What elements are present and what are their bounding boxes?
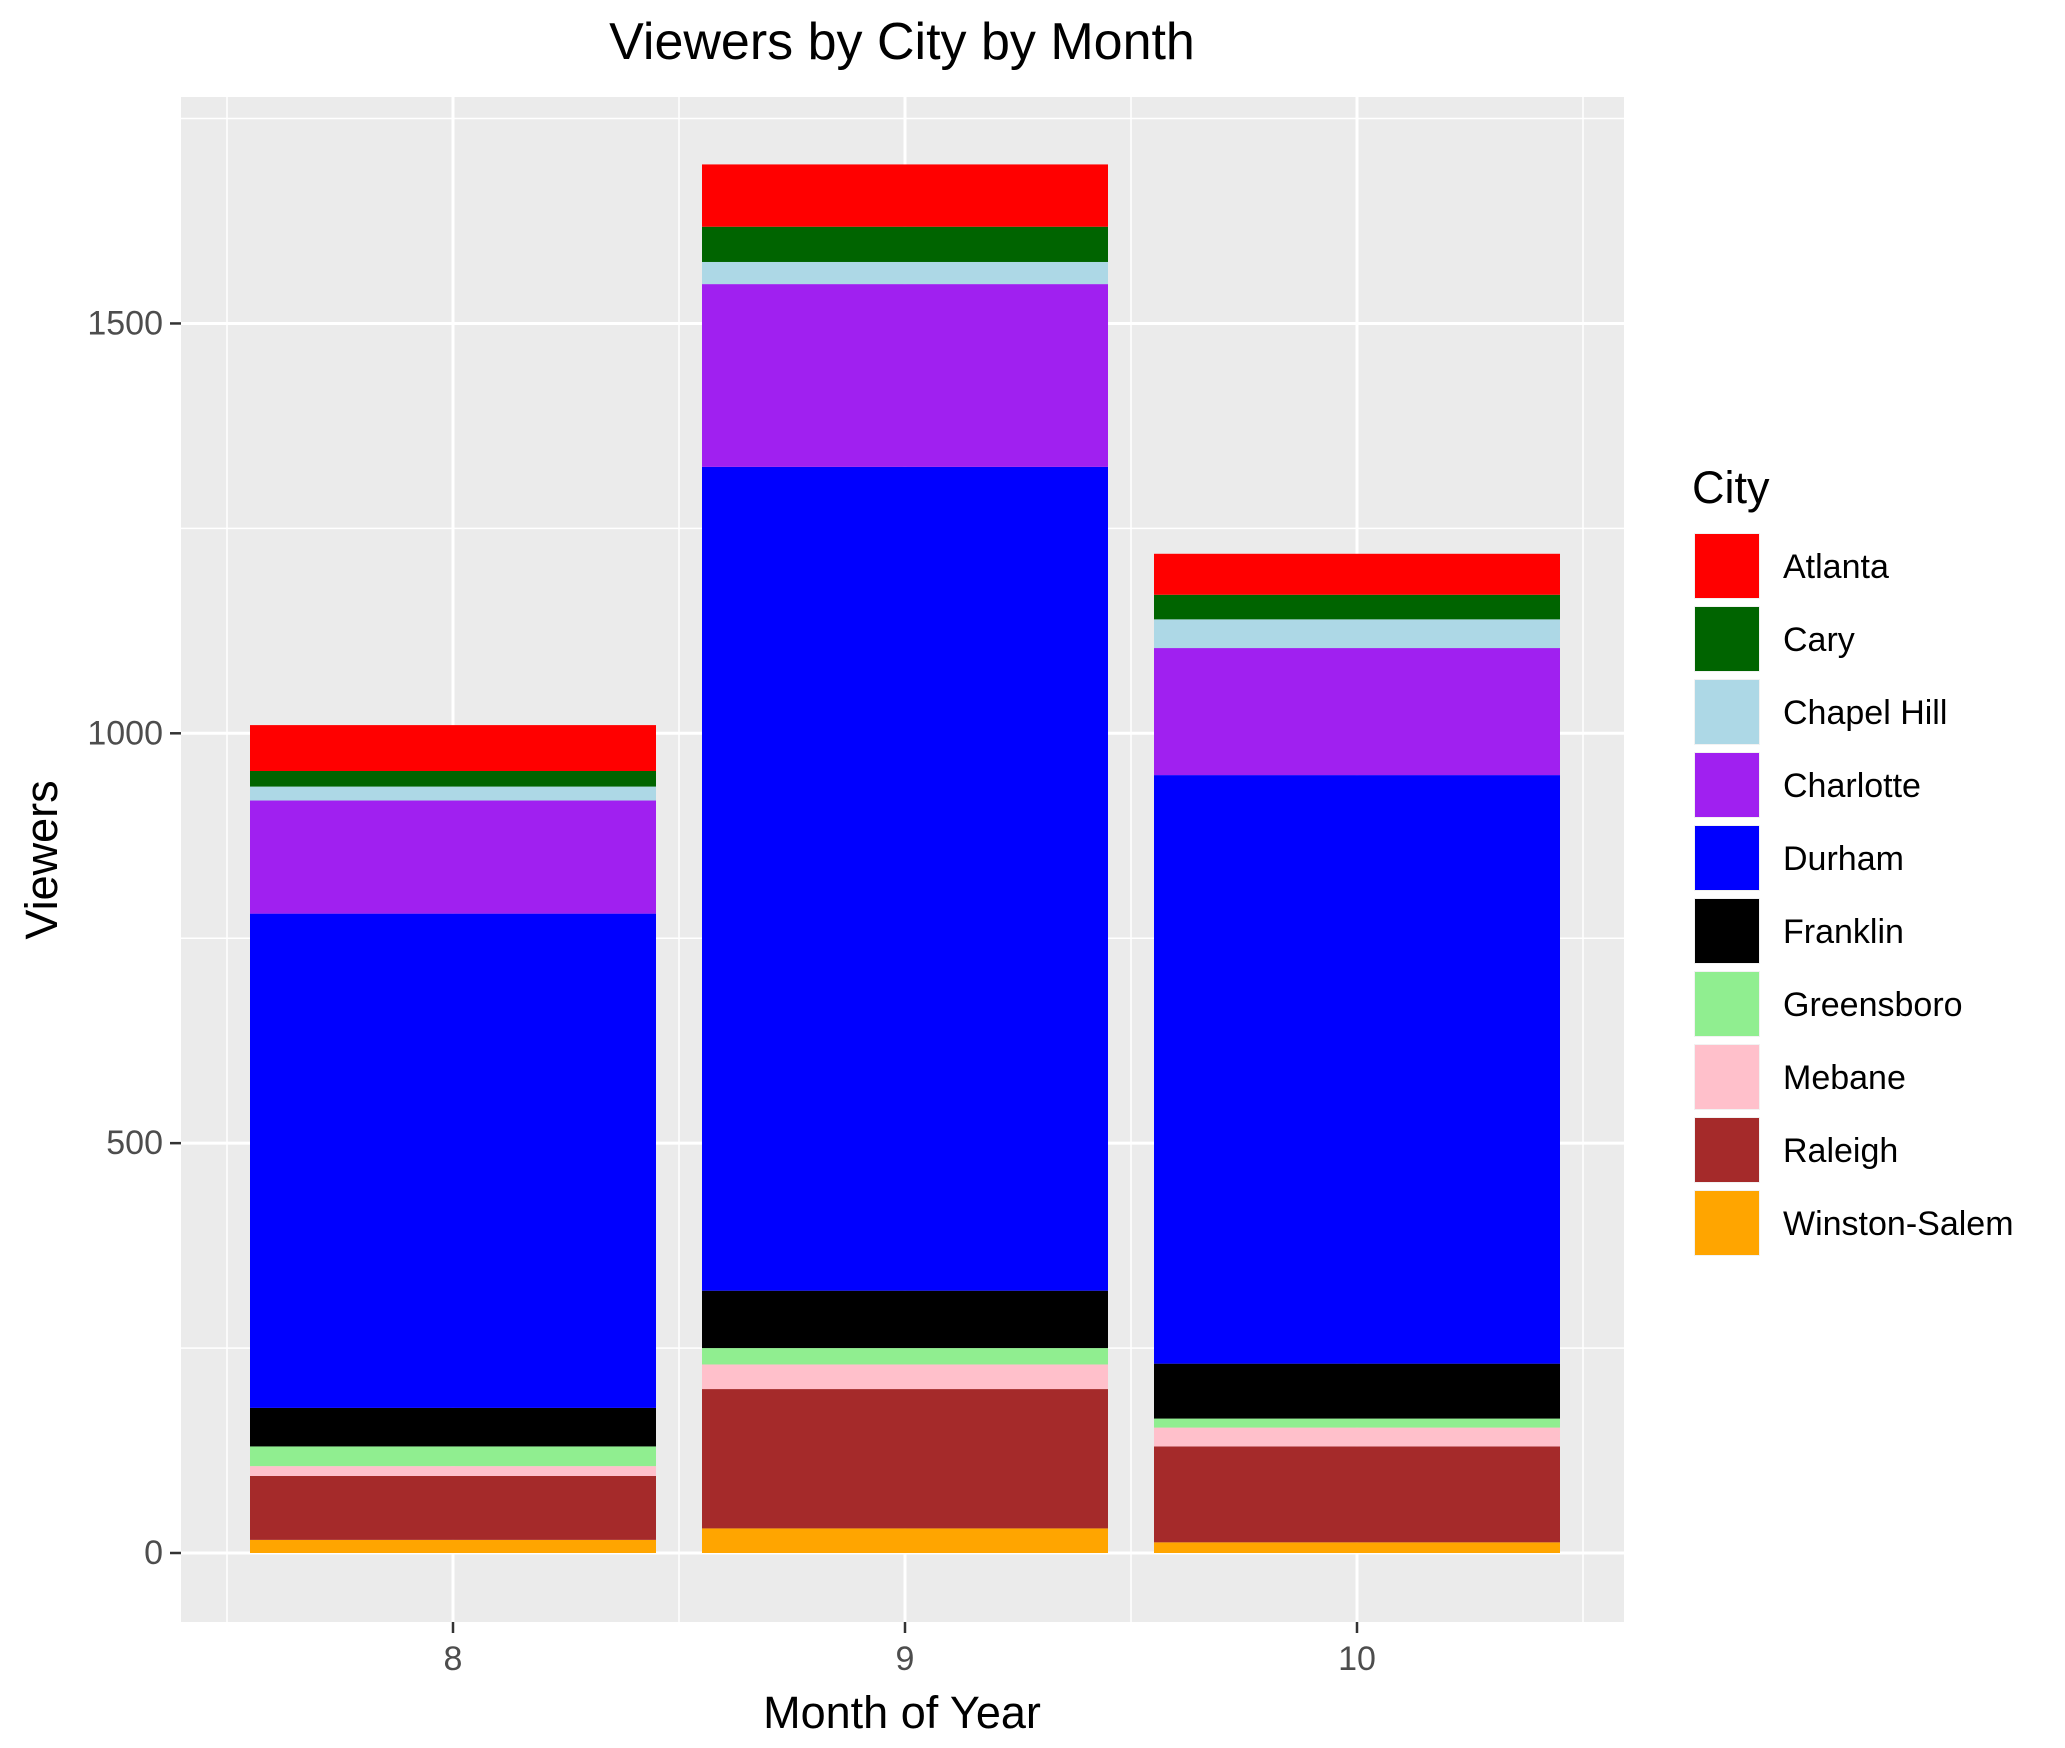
bar-segment-chapel-hill-9 xyxy=(702,261,1108,285)
legend-swatch-durham xyxy=(1695,826,1759,890)
legend-label-atlanta: Atlanta xyxy=(1783,548,1889,586)
bar-segment-charlotte-10 xyxy=(1154,648,1560,776)
bar-segment-cary-9 xyxy=(702,226,1108,262)
legend: City Atlanta Cary Chapel Hill Charlotte Durh… xyxy=(1692,462,2014,1256)
bar-segment-atlanta-8 xyxy=(250,725,656,772)
legend-label-chapel-hill: Chapel Hill xyxy=(1783,694,1947,732)
y-axis: 0 500 1000 1500 xyxy=(87,304,181,1572)
legend-items: Atlanta Cary Chapel Hill Charlotte Durham Fra… xyxy=(1694,533,2014,1256)
legend-title: City xyxy=(1692,462,1770,513)
bar-segment-mebane-8 xyxy=(250,1466,656,1476)
bar-segment-atlanta-9 xyxy=(702,164,1108,227)
bar-segment-charlotte-9 xyxy=(702,284,1108,467)
bar-segment-atlanta-10 xyxy=(1154,553,1560,595)
legend-label-greensboro: Greensboro xyxy=(1783,986,1963,1024)
bar-segment-winston-salem-8 xyxy=(250,1539,656,1553)
bar-segment-chapel-hill-8 xyxy=(250,786,656,801)
bar-segment-greensboro-10 xyxy=(1154,1418,1560,1428)
bar-segment-greensboro-9 xyxy=(702,1348,1108,1365)
bar-segment-raleigh-8 xyxy=(250,1475,656,1540)
legend-swatch-greensboro xyxy=(1695,972,1759,1036)
legend-label-raleigh: Raleigh xyxy=(1783,1132,1898,1170)
x-tick-label: 9 xyxy=(896,1640,915,1678)
chart-title: Viewers by City by Month xyxy=(609,13,1195,71)
bar-segment-winston-salem-10 xyxy=(1154,1542,1560,1553)
x-axis-label: Month of Year xyxy=(763,1687,1041,1738)
y-tick-label: 500 xyxy=(106,1124,163,1162)
bars-group xyxy=(250,164,1560,1553)
bar-segment-winston-salem-9 xyxy=(702,1528,1108,1553)
bar-segment-mebane-10 xyxy=(1154,1427,1560,1447)
bar-segment-cary-10 xyxy=(1154,594,1560,620)
legend-swatch-charlotte xyxy=(1695,753,1759,817)
x-axis: 8 9 10 xyxy=(444,1622,1376,1678)
legend-label-cary: Cary xyxy=(1783,621,1855,659)
legend-label-franklin: Franklin xyxy=(1783,913,1904,951)
bar-segment-greensboro-8 xyxy=(250,1446,656,1467)
bar-segment-raleigh-9 xyxy=(702,1389,1108,1529)
x-tick-label: 8 xyxy=(444,1640,463,1678)
legend-swatch-mebane xyxy=(1695,1045,1759,1109)
bar-segment-durham-8 xyxy=(250,913,656,1408)
legend-swatch-chapel-hill xyxy=(1695,680,1759,744)
bar-segment-durham-9 xyxy=(702,466,1108,1291)
bar-segment-franklin-8 xyxy=(250,1407,656,1447)
y-tick-label: 0 xyxy=(144,1534,163,1572)
legend-swatch-atlanta xyxy=(1695,534,1759,598)
bar-segment-mebane-9 xyxy=(702,1364,1108,1390)
bar-segment-raleigh-10 xyxy=(1154,1446,1560,1543)
legend-swatch-cary xyxy=(1695,607,1759,671)
y-tick-label: 1500 xyxy=(87,304,163,342)
legend-label-durham: Durham xyxy=(1783,840,1904,878)
bar-segment-chapel-hill-10 xyxy=(1154,619,1560,649)
legend-label-mebane: Mebane xyxy=(1783,1059,1906,1097)
y-axis-label: Viewers xyxy=(16,780,67,939)
legend-swatch-winston-salem xyxy=(1695,1191,1759,1255)
legend-label-winston-salem: Winston-Salem xyxy=(1783,1205,2014,1243)
bar-segment-franklin-9 xyxy=(702,1290,1108,1349)
y-tick-label: 1000 xyxy=(87,714,163,752)
bar-segment-charlotte-8 xyxy=(250,800,656,914)
x-tick-label: 10 xyxy=(1338,1640,1376,1678)
bar-segment-franklin-10 xyxy=(1154,1363,1560,1419)
bar-segment-durham-10 xyxy=(1154,775,1560,1364)
bar-segment-cary-8 xyxy=(250,771,656,787)
legend-swatch-raleigh xyxy=(1695,1118,1759,1182)
legend-swatch-franklin xyxy=(1695,899,1759,963)
legend-label-charlotte: Charlotte xyxy=(1783,767,1921,805)
